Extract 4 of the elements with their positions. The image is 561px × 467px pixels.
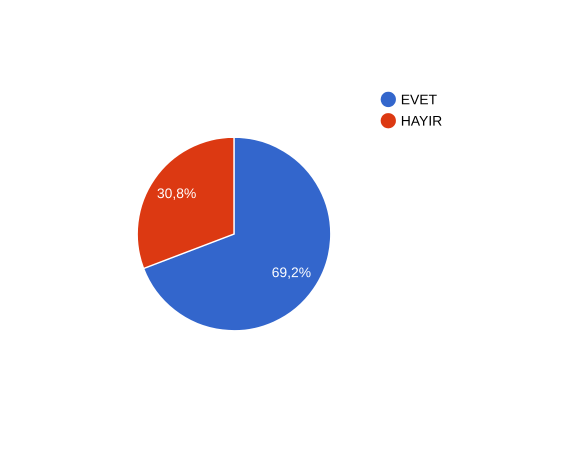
legend-label: EVET xyxy=(402,94,437,104)
legend-label: HAYIR xyxy=(402,116,442,126)
data-label: 69,2% xyxy=(272,267,311,279)
data-label: 30,8% xyxy=(157,188,196,200)
